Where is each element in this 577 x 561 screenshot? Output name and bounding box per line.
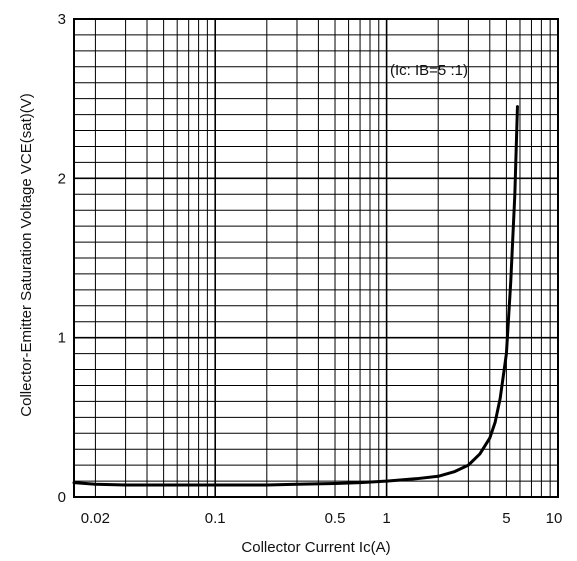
y-axis-label: Collector-Emitter Saturation Voltage VCE… bbox=[18, 93, 35, 416]
grid-lines bbox=[74, 19, 558, 497]
x-tick-labels: 0.02 0.1 0.5 1 5 10 bbox=[81, 510, 563, 527]
x-tick-label: 5 bbox=[502, 510, 510, 527]
saturation-voltage-curve bbox=[72, 105, 519, 487]
x-tick-label: 10 bbox=[546, 510, 563, 527]
y-tick-label: 2 bbox=[58, 170, 66, 187]
x-tick-label: 0.5 bbox=[325, 510, 346, 527]
y-tick-labels: 0 1 2 3 bbox=[58, 11, 66, 506]
x-tick-label: 1 bbox=[382, 510, 390, 527]
y-tick-label: 0 bbox=[58, 489, 66, 506]
y-tick-label: 1 bbox=[58, 330, 66, 347]
x-axis-label: Collector Current Ic(A) bbox=[241, 539, 390, 556]
annotation-ic-ib-ratio: (Ic: IB=5 :1) bbox=[390, 62, 468, 79]
y-tick-label: 3 bbox=[58, 11, 66, 28]
x-tick-label: 0.1 bbox=[205, 510, 226, 527]
curve-layer bbox=[72, 105, 519, 487]
x-tick-label: 0.02 bbox=[81, 510, 110, 527]
plot-frame bbox=[73, 18, 559, 498]
